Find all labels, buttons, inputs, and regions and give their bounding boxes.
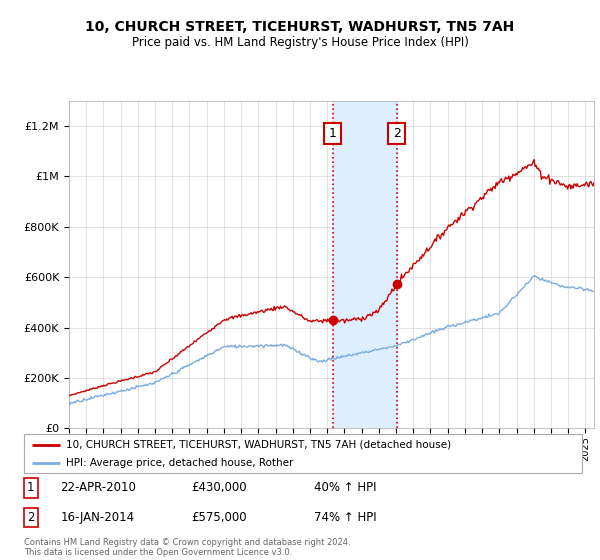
Text: 10, CHURCH STREET, TICEHURST, WADHURST, TN5 7AH: 10, CHURCH STREET, TICEHURST, WADHURST, … bbox=[85, 20, 515, 34]
Text: £430,000: £430,000 bbox=[191, 481, 247, 494]
Text: 1: 1 bbox=[27, 481, 34, 494]
Text: Price paid vs. HM Land Registry's House Price Index (HPI): Price paid vs. HM Land Registry's House … bbox=[131, 36, 469, 49]
Text: 74% ↑ HPI: 74% ↑ HPI bbox=[314, 511, 377, 524]
Text: 16-JAN-2014: 16-JAN-2014 bbox=[60, 511, 134, 524]
Text: HPI: Average price, detached house, Rother: HPI: Average price, detached house, Roth… bbox=[66, 458, 293, 468]
Text: 2: 2 bbox=[393, 127, 401, 140]
Text: 2: 2 bbox=[27, 511, 34, 524]
Text: 40% ↑ HPI: 40% ↑ HPI bbox=[314, 481, 377, 494]
Text: 22-APR-2010: 22-APR-2010 bbox=[60, 481, 136, 494]
Text: 10, CHURCH STREET, TICEHURST, WADHURST, TN5 7AH (detached house): 10, CHURCH STREET, TICEHURST, WADHURST, … bbox=[66, 440, 451, 450]
Text: Contains HM Land Registry data © Crown copyright and database right 2024.
This d: Contains HM Land Registry data © Crown c… bbox=[24, 538, 350, 557]
Text: £575,000: £575,000 bbox=[191, 511, 247, 524]
Text: 1: 1 bbox=[329, 127, 337, 140]
FancyBboxPatch shape bbox=[24, 434, 582, 473]
Bar bbox=[332, 101, 397, 428]
